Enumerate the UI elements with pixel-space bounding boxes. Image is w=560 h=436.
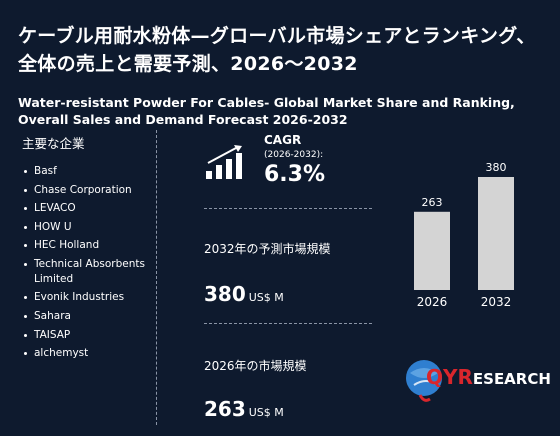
companies-panel: 主要な企業 Basf Chase Corporation LEVACO HOW … bbox=[22, 133, 147, 365]
company-item: HEC Holland bbox=[22, 238, 147, 253]
divider-1 bbox=[204, 208, 372, 209]
market-2026-number: 263 bbox=[204, 397, 246, 421]
logo-wordmark-left: QYR bbox=[426, 365, 473, 389]
category-label-2026: 2026 bbox=[417, 295, 448, 309]
market-2026-label: 2026年の市場規模 bbox=[204, 359, 307, 373]
company-item: TAISAP bbox=[22, 328, 147, 343]
market-2026-unit: US$ M bbox=[248, 406, 284, 419]
category-label-2032: 2032 bbox=[481, 295, 512, 309]
market-2032-number: 380 bbox=[204, 282, 246, 306]
company-item: Basf bbox=[22, 164, 147, 179]
market-2032-unit: US$ M bbox=[248, 291, 284, 304]
market-2032-label: 2032年の予測市場規模 bbox=[204, 242, 331, 256]
market-size-bar-chart: 263 2026 380 2032 bbox=[414, 161, 514, 309]
vertical-divider bbox=[156, 130, 157, 425]
company-item: Chase Corporation bbox=[22, 183, 147, 198]
company-item: Evonik Industries bbox=[22, 290, 147, 305]
company-item: Sahara bbox=[22, 309, 147, 324]
market-2032-value: 380 US$ M bbox=[204, 282, 284, 306]
cagr-label: CAGR bbox=[264, 133, 302, 147]
cagr-period: (2026-2032): bbox=[264, 150, 324, 160]
company-item: LEVACO bbox=[22, 201, 147, 216]
company-item: Technical Absorbents Limited bbox=[22, 257, 147, 287]
qyresearch-logo: QYRESEARCH bbox=[404, 355, 551, 409]
title-japanese: ケーブル用耐水粉体—グローバル市場シェアとランキング、全体の売上と需要予測、20… bbox=[18, 25, 536, 75]
data-label-2032: 380 bbox=[486, 161, 507, 174]
data-label-2026: 263 bbox=[422, 196, 443, 209]
bar-2026 bbox=[414, 211, 450, 290]
divider-2 bbox=[204, 323, 372, 324]
company-list: Basf Chase Corporation LEVACO HOW U HEC … bbox=[22, 164, 147, 361]
bar-2032 bbox=[478, 177, 514, 290]
title-english: Water-resistant Powder For Cables- Globa… bbox=[18, 95, 515, 127]
company-item: alchemyst bbox=[22, 346, 147, 361]
logo-wordmark: QYRESEARCH bbox=[426, 365, 551, 389]
cagr-value: 6.3% bbox=[264, 162, 326, 187]
cagr-block: CAGR (2026-2032): 6.3% bbox=[264, 133, 325, 187]
companies-heading: 主要な企業 bbox=[22, 136, 85, 151]
company-item: HOW U bbox=[22, 220, 147, 235]
growth-chart-icon bbox=[204, 145, 248, 185]
logo-wordmark-right: ESEARCH bbox=[472, 370, 551, 388]
market-2026-value: 263 US$ M bbox=[204, 397, 284, 421]
